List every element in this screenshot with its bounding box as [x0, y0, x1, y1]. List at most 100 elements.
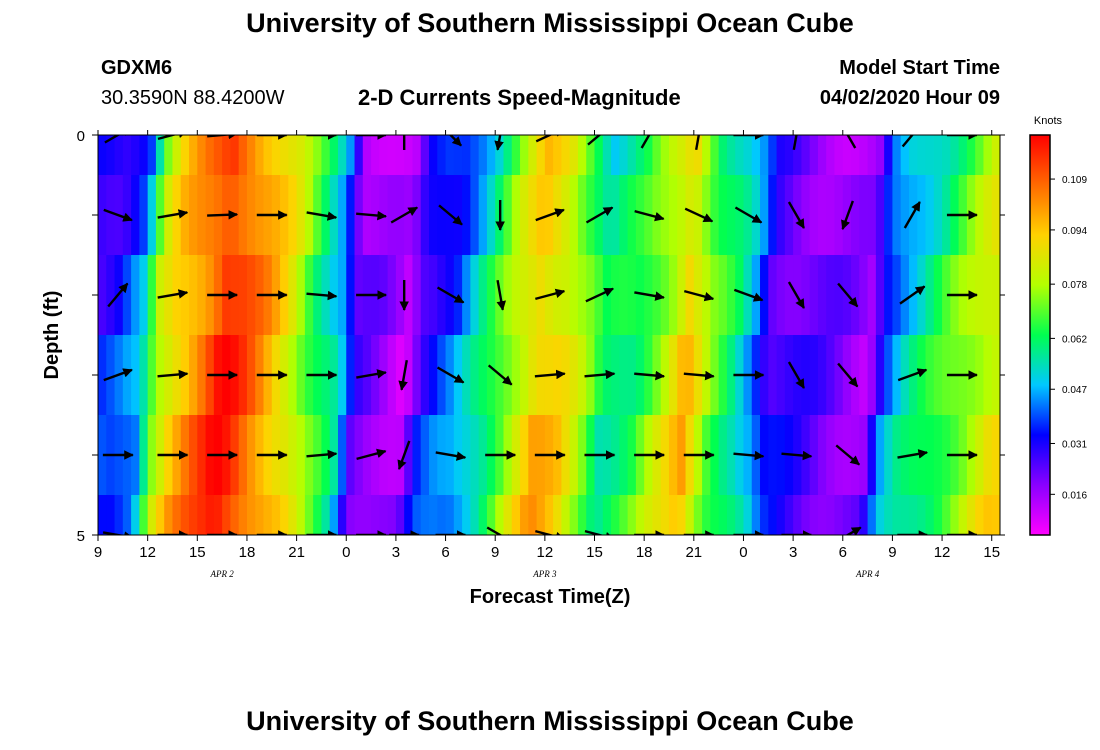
heatmap-cell [520, 495, 529, 535]
x-tick-label: 18 [239, 544, 256, 561]
heatmap-cell [528, 135, 538, 176]
heatmap-cell [983, 135, 993, 176]
current-vector [585, 287, 614, 303]
heatmap-cell [346, 335, 356, 416]
heatmap-cell [826, 255, 836, 336]
heatmap-cell [429, 175, 438, 256]
heatmap-cell [718, 135, 728, 176]
heatmap-cell [735, 175, 745, 256]
heatmap-cell [139, 135, 149, 176]
heatmap-cell [668, 175, 678, 256]
heatmap-cell [346, 255, 356, 336]
heatmap-cell [122, 255, 132, 336]
heatmap-cell [288, 335, 298, 416]
x-tick-label: 3 [789, 544, 797, 561]
heatmap-cell [379, 415, 389, 496]
heatmap-cell [520, 415, 529, 496]
heatmap-cell [280, 495, 289, 535]
current-vector [102, 531, 134, 535]
y-axis-label: Depth (ft) [41, 291, 63, 380]
heatmap-cell [528, 175, 538, 256]
heatmap-cell [966, 135, 976, 176]
heatmap-cell [884, 255, 894, 336]
heatmap-cell [569, 255, 579, 336]
heatmap-cell [553, 255, 563, 336]
heatmap-cell [486, 135, 496, 176]
heatmap-cell [586, 135, 596, 176]
heatmap-cell [685, 495, 695, 535]
heatmap-cell [288, 415, 298, 496]
heatmap-cell [354, 175, 364, 256]
heatmap-cell [569, 415, 579, 496]
current-vector [306, 211, 338, 221]
heatmap-cell [387, 135, 397, 176]
heatmap-cell [942, 335, 951, 416]
heatmap-cell [817, 415, 827, 496]
heatmap-cell [842, 495, 852, 535]
current-vector [535, 208, 565, 222]
x-tick-label: 15 [189, 544, 206, 561]
x-tick-label: 6 [441, 544, 449, 561]
heatmap-cell [511, 335, 521, 416]
heatmap-cell [933, 495, 943, 535]
heatmap-cell [735, 255, 745, 336]
heatmap-cell [784, 135, 794, 176]
heatmap-cell [809, 135, 819, 176]
heatmap-cell [329, 175, 339, 256]
model-start-time: 04/02/2020 Hour 09 [819, 87, 1000, 109]
heatmap-cell [884, 175, 894, 256]
heatmap-cell [817, 495, 827, 535]
heatmap-cell [834, 335, 844, 416]
current-vector [103, 368, 133, 382]
heatmap-cell [851, 415, 860, 496]
heatmap-cell [478, 415, 488, 496]
heatmap-cell [859, 135, 869, 176]
heatmap-cell [776, 255, 786, 336]
heatmap-cell [288, 255, 298, 336]
heatmap-cell [983, 415, 993, 496]
heatmap-cell [826, 495, 836, 535]
heatmap-cell [395, 335, 405, 416]
heatmap-cell [644, 495, 654, 535]
current-vector [684, 207, 714, 223]
heatmap-cell [925, 175, 935, 256]
current-vector [436, 366, 465, 384]
heatmap-cell [693, 135, 703, 176]
heatmap-cell [991, 495, 1000, 535]
heatmap-cell [751, 135, 761, 176]
heatmap-cell [528, 495, 538, 535]
heatmap-cell [98, 335, 107, 416]
heatmap-cell [718, 415, 728, 496]
heatmap-cell [652, 135, 662, 176]
heatmap-cell [751, 175, 761, 256]
heatmap-cell [602, 495, 612, 535]
heatmap-cell [677, 495, 687, 535]
heatmap-cell [528, 415, 538, 496]
heatmap-cell [453, 255, 463, 336]
current-vector [436, 286, 465, 304]
heatmap-cell [627, 495, 637, 535]
current-vector [398, 360, 408, 391]
heatmap-cell [577, 135, 587, 176]
heatmap-cell [677, 335, 687, 416]
heatmap-cell [180, 135, 190, 176]
heatmap-cell [213, 135, 223, 176]
heatmap-cell [180, 175, 190, 256]
heatmap-cell [867, 415, 877, 496]
heatmap-cell [189, 175, 198, 256]
heatmap-cell [917, 135, 927, 176]
x-tick-label: 9 [94, 544, 102, 561]
heatmap-cell [851, 175, 860, 256]
heatmap-cell [147, 175, 157, 256]
heatmap-cell [611, 255, 620, 336]
heatmap-cell [859, 255, 869, 336]
heatmap-cell [346, 495, 356, 535]
heatmap-cell [602, 255, 612, 336]
heatmap-cell [702, 495, 711, 535]
heatmap-cell [776, 495, 786, 535]
heatmap-cell [263, 495, 273, 535]
heatmap-cell [635, 135, 645, 176]
heatmap-cell [420, 495, 430, 535]
x-tick-label: 6 [839, 544, 847, 561]
heatmap-cell [627, 335, 637, 416]
